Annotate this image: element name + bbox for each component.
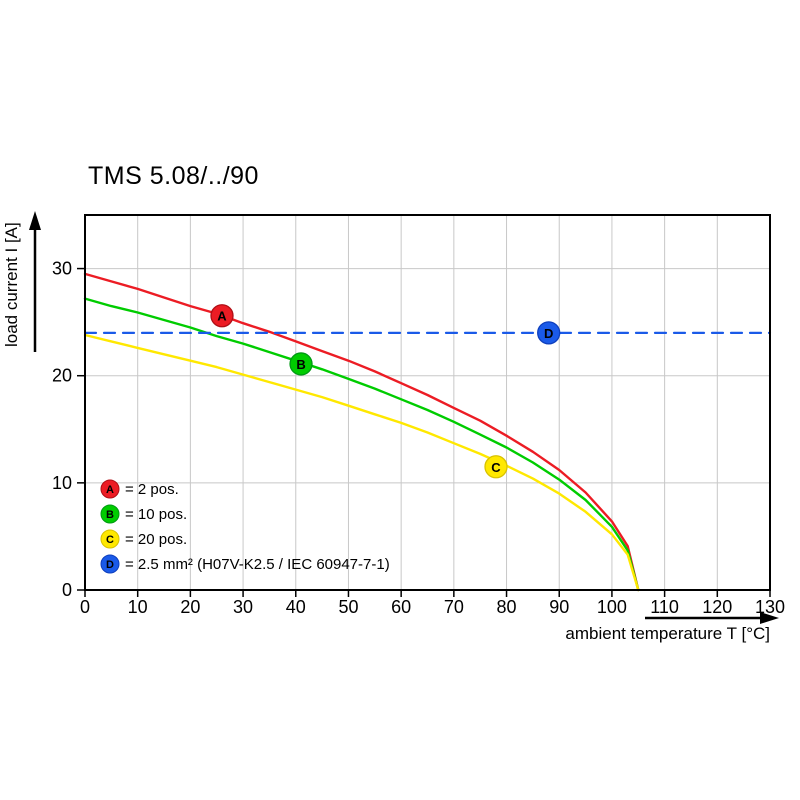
y-tick-label: 30 (52, 259, 72, 279)
y-tick-label: 0 (62, 580, 72, 600)
x-tick-label: 30 (233, 597, 253, 617)
x-tick-label: 0 (80, 597, 90, 617)
x-tick-label: 70 (444, 597, 464, 617)
series-line-B (83, 297, 640, 592)
x-tick-label: 50 (338, 597, 358, 617)
x-axis-arrow-head (760, 612, 779, 624)
y-axis-arrow-head (29, 211, 41, 230)
x-tick-label: 120 (702, 597, 732, 617)
y-tick-label: 10 (52, 473, 72, 493)
legend-marker-letter-A: A (106, 484, 114, 496)
plot-frame (84, 214, 771, 591)
series-line-C (83, 333, 640, 592)
legend-marker-A (100, 479, 120, 499)
x-tick-label: 60 (391, 597, 411, 617)
legend-label-B: = 10 pos. (125, 506, 187, 523)
legend-marker-letter-C: C (106, 534, 114, 546)
x-tick-label: 90 (549, 597, 569, 617)
y-tick-label: 20 (52, 366, 72, 386)
curve-marker-letter-A: A (217, 309, 227, 324)
legend-label-C: = 20 pos. (125, 531, 187, 548)
curve-marker-C (484, 455, 508, 479)
x-tick-label: 40 (286, 597, 306, 617)
legend-marker-letter-B: B (106, 509, 114, 521)
curve-marker-D (537, 321, 561, 345)
curve-marker-letter-C: C (491, 460, 501, 475)
x-tick-label: 100 (597, 597, 627, 617)
x-tick-label: 80 (497, 597, 517, 617)
legend-label-A: = 2 pos. (125, 481, 179, 498)
x-tick-label: 10 (128, 597, 148, 617)
legend-label-D: = 2.5 mm² (H07V-K2.5 / IEC 60947-7-1) (125, 556, 390, 573)
x-tick-label: 130 (755, 597, 785, 617)
legend-marker-D (100, 554, 120, 574)
curve-marker-letter-B: B (296, 357, 305, 372)
curve-marker-A (210, 304, 234, 328)
curve-marker-letter-D: D (544, 326, 553, 341)
legend-marker-C (100, 529, 120, 549)
x-tick-label: 20 (180, 597, 200, 617)
legend-marker-letter-D: D (106, 559, 114, 571)
series-line-A (83, 272, 640, 592)
legend-marker-B (100, 504, 120, 524)
curve-marker-B (289, 352, 313, 376)
x-axis-label: ambient temperature T [°C] (565, 624, 770, 643)
chart-title: TMS 5.08/../90 (88, 162, 259, 190)
x-tick-label: 110 (650, 597, 679, 617)
